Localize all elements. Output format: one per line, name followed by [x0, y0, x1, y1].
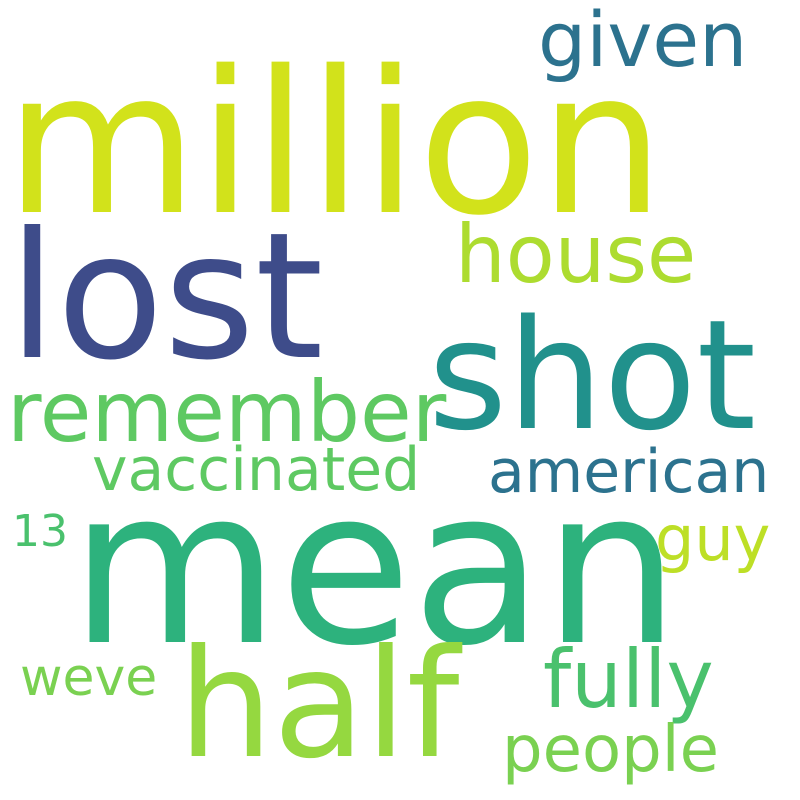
word-vaccinated: vaccinated — [92, 435, 421, 505]
word-american: american — [488, 437, 770, 507]
word-shot: shot — [428, 287, 757, 464]
word-lost: lost — [8, 196, 324, 399]
word-guy: guy — [655, 502, 771, 575]
word-weve: weve — [20, 648, 158, 708]
word-million: million — [5, 28, 665, 259]
word-people: people — [502, 713, 719, 787]
word-house: house — [455, 208, 697, 301]
word-half: half — [178, 618, 460, 792]
word-13: 13 — [12, 506, 68, 557]
word-remember: remember — [7, 363, 447, 461]
word-fully: fully — [543, 633, 714, 726]
word-mean: mean — [70, 442, 680, 693]
word-given: given — [538, 0, 748, 84]
